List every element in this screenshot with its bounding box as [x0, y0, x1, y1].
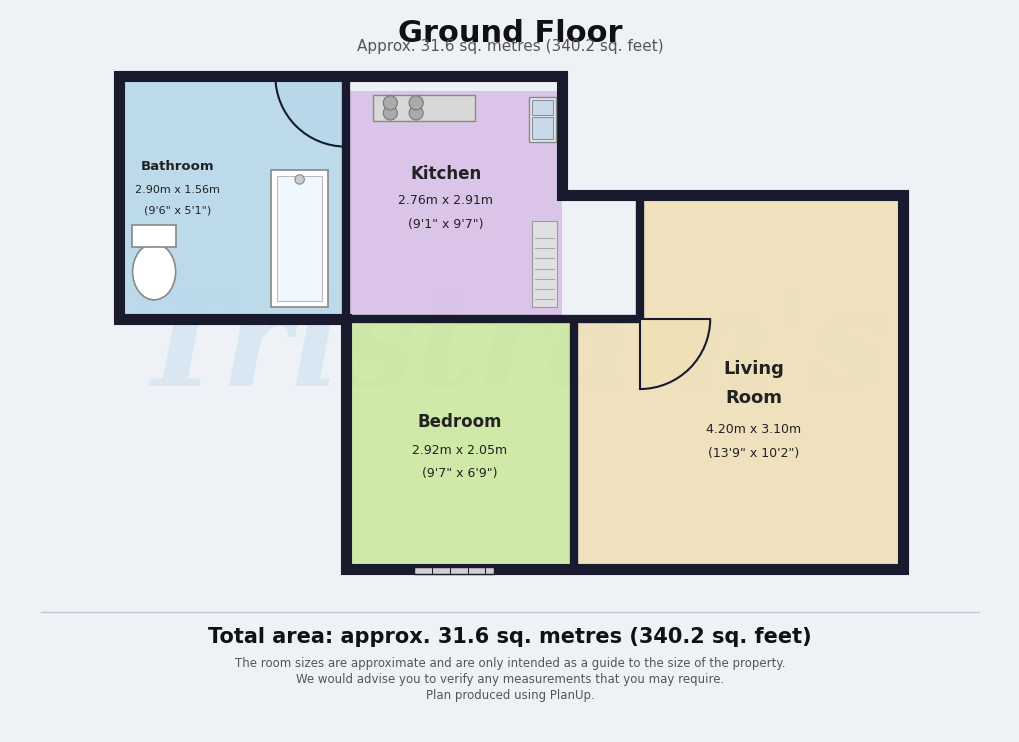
- Bar: [414, 567, 494, 574]
- Text: 4.20m x 3.10m: 4.20m x 3.10m: [706, 423, 801, 436]
- Text: Bedroom: Bedroom: [418, 413, 501, 431]
- Text: 2.76m x 2.91m: 2.76m x 2.91m: [398, 194, 493, 208]
- Text: (13'9" x 10'2"): (13'9" x 10'2"): [708, 447, 799, 460]
- Text: Tristram's: Tristram's: [133, 286, 886, 415]
- Text: 2.90m x 1.56m: 2.90m x 1.56m: [136, 185, 220, 194]
- Bar: [345, 91, 561, 318]
- Bar: [373, 95, 474, 121]
- Bar: [271, 170, 327, 307]
- Text: Living: Living: [722, 361, 784, 378]
- Wedge shape: [639, 318, 709, 389]
- Text: (9'7" x 6'9"): (9'7" x 6'9"): [422, 467, 497, 480]
- Circle shape: [294, 175, 304, 184]
- Bar: [528, 96, 555, 142]
- Polygon shape: [574, 195, 902, 569]
- Bar: [531, 117, 552, 139]
- Bar: [345, 318, 574, 569]
- Bar: [119, 76, 345, 318]
- Text: Kitchen: Kitchen: [410, 165, 481, 183]
- Text: Room: Room: [725, 390, 782, 407]
- Text: (9'6" x 5'1"): (9'6" x 5'1"): [144, 206, 211, 216]
- Circle shape: [383, 96, 397, 110]
- Text: Ground Floor: Ground Floor: [397, 19, 622, 47]
- Text: Total area: approx. 31.6 sq. metres (340.2 sq. feet): Total area: approx. 31.6 sq. metres (340…: [208, 627, 811, 647]
- Bar: [132, 225, 176, 246]
- Bar: [531, 221, 556, 307]
- Text: Approx. 31.6 sq. metres (340.2 sq. feet): Approx. 31.6 sq. metres (340.2 sq. feet): [357, 39, 662, 53]
- Text: We would advise you to verify any measurements that you may require.: We would advise you to verify any measur…: [296, 673, 723, 686]
- Circle shape: [409, 96, 423, 110]
- Circle shape: [409, 106, 423, 120]
- Wedge shape: [275, 76, 345, 147]
- Text: Plan produced using PlanUp.: Plan produced using PlanUp.: [425, 689, 594, 703]
- Text: Bathroom: Bathroom: [141, 160, 214, 173]
- Text: (9'1" x 9'7"): (9'1" x 9'7"): [408, 218, 483, 231]
- Bar: [277, 177, 322, 301]
- Circle shape: [383, 106, 397, 120]
- Text: The room sizes are approximate and are only intended as a guide to the size of t: The room sizes are approximate and are o…: [234, 657, 785, 670]
- Text: 2.92m x 2.05m: 2.92m x 2.05m: [412, 444, 507, 456]
- Bar: [531, 100, 552, 114]
- Ellipse shape: [132, 243, 175, 300]
